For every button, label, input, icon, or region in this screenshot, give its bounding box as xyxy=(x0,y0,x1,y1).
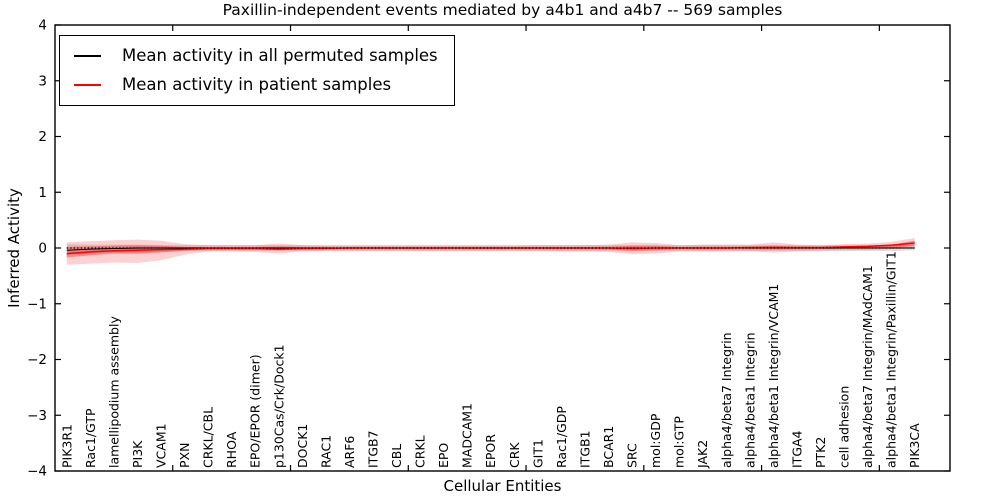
legend: Mean activity in all permuted samples Me… xyxy=(59,35,455,106)
legend-entry-patient: Mean activity in patient samples xyxy=(74,70,438,99)
legend-entry-permuted: Mean activity in all permuted samples xyxy=(74,41,438,70)
x-tick-label: VCAM1 xyxy=(153,423,168,468)
x-tick-label: alpha4/beta1 Integrin/VCAM1 xyxy=(766,284,781,468)
x-tick-label: EPO/EPOR (dimer) xyxy=(248,354,263,468)
legend-label-patient: Mean activity in patient samples xyxy=(122,75,392,94)
x-tick-label: SRC xyxy=(625,443,640,468)
chart-title: Paxillin-independent events mediated by … xyxy=(222,1,783,19)
x-tick-label: Rac1/GTP xyxy=(83,408,98,468)
legend-line-sample-patient xyxy=(74,83,101,86)
y-tick-label: −1 xyxy=(27,296,47,312)
legend-label-permuted: Mean activity in all permuted samples xyxy=(122,46,438,65)
x-tick-label: cell adhesion xyxy=(837,386,852,468)
y-tick-label: 1 xyxy=(38,185,47,201)
y-tick-label: −4 xyxy=(27,464,47,480)
x-tick-label: p130Cas/Crk/Dock1 xyxy=(271,344,286,468)
y-tick-label: 3 xyxy=(38,73,47,89)
x-tick-label: ITGB1 xyxy=(577,430,592,468)
x-tick-label: alpha4/beta1 Integrin xyxy=(742,332,757,468)
x-axis-label: Cellular Entities xyxy=(443,477,562,495)
x-tick-label: alpha4/beta7 Integrin xyxy=(719,332,734,468)
x-tick-label: CRKL xyxy=(413,435,428,468)
band-0-permuted-samples-spread xyxy=(66,244,915,256)
x-tick-label: RAC1 xyxy=(318,435,333,468)
x-tick-label: CRK xyxy=(507,442,522,468)
x-tick-label: Rac1/GDP xyxy=(554,406,569,468)
y-tick-label: −2 xyxy=(27,352,47,368)
x-tick-label: EPOR xyxy=(483,434,498,468)
y-tick-label: 2 xyxy=(38,129,47,145)
legend-line-sample-permuted xyxy=(74,54,101,57)
x-tick-label: JAK2 xyxy=(695,440,710,469)
x-tick-label: PI3K xyxy=(130,440,145,468)
x-tick-label: ARF6 xyxy=(342,436,357,468)
x-tick-label: alpha4/beta7 Integrin/MAdCAM1 xyxy=(860,265,875,468)
y-tick-label: 0 xyxy=(38,241,47,257)
x-tick-label: BCAR1 xyxy=(601,426,616,468)
x-tick-label: ITGB7 xyxy=(365,430,380,468)
x-tick-label: mol:GDP xyxy=(648,413,663,468)
x-tick-label: lamellipodium assembly xyxy=(106,316,121,468)
x-tick-label: MADCAM1 xyxy=(460,403,475,468)
x-tick-label: DOCK1 xyxy=(295,424,310,468)
x-tick-label: PTK2 xyxy=(813,437,828,468)
x-tick-label: CRKL/CBL xyxy=(201,407,216,468)
x-tick-label: PXN xyxy=(177,443,192,468)
x-tick-label: mol:GTP xyxy=(672,416,687,468)
x-tick-label: GIT1 xyxy=(530,439,545,468)
band-1-patient-spread-outer xyxy=(66,237,915,265)
x-tick-label: PIK3CA xyxy=(907,423,922,468)
x-tick-label: alpha4/beta1 Integrin/Paxillin/GIT1 xyxy=(884,251,899,468)
y-tick-label: −3 xyxy=(27,408,47,424)
x-tick-label: RHOA xyxy=(224,431,239,468)
x-tick-label: ITGA4 xyxy=(789,430,804,468)
x-tick-label: PIK3R1 xyxy=(59,424,74,468)
y-tick-label: 4 xyxy=(38,18,47,34)
x-tick-label: EPO xyxy=(436,443,451,468)
x-tick-label: CBL xyxy=(389,444,404,468)
band-2-patient-spread-inner xyxy=(66,240,915,258)
